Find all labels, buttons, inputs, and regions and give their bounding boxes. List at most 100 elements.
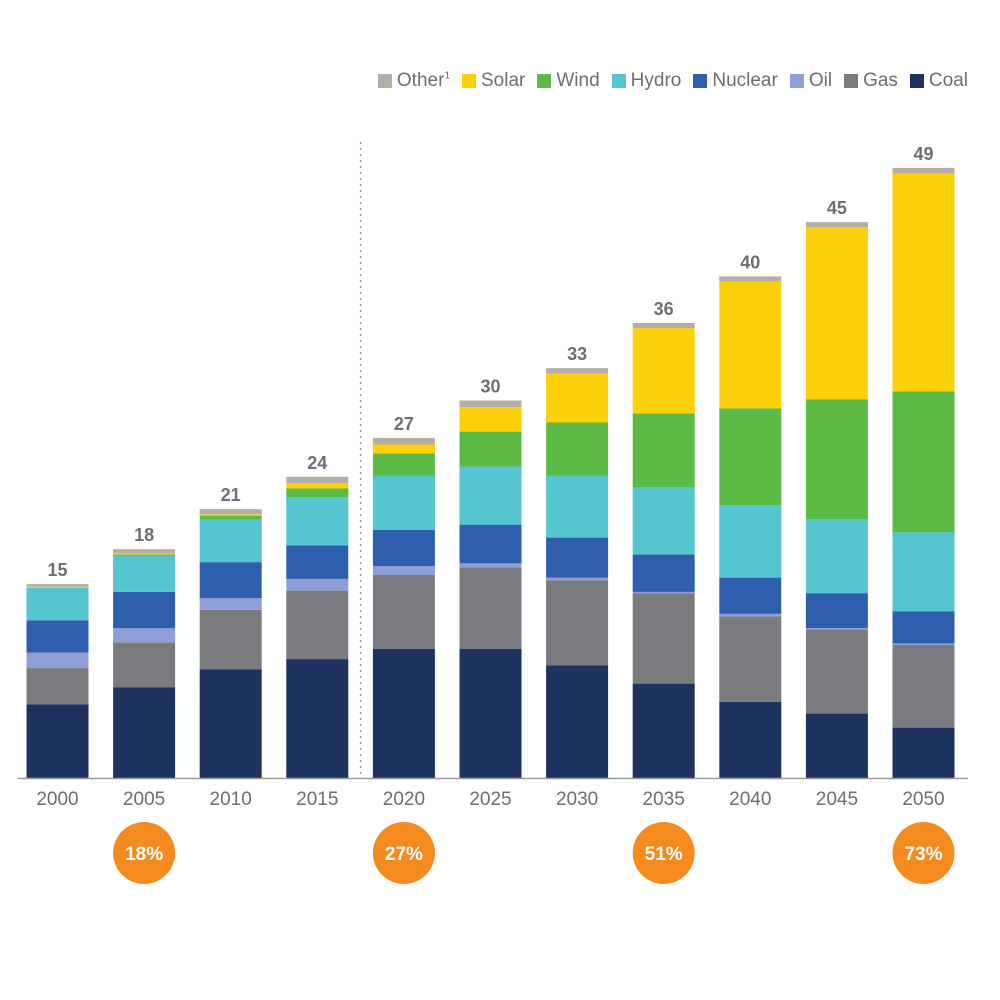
bar-segment-oil-2015 — [286, 578, 349, 591]
bar-segment-solar-2025 — [459, 407, 522, 432]
bar-segment-gas-2040 — [719, 616, 782, 702]
legend-label-text: Oil — [808, 70, 833, 91]
bar-segment-hydro-2050 — [892, 532, 955, 612]
x-tick-label-2045: 2045 — [816, 789, 858, 810]
legend-label: Nuclear — [712, 70, 777, 92]
bar-segment-nuclear-2035 — [632, 554, 695, 592]
legend-item-oil: Oil — [789, 70, 833, 92]
bar-segment-gas-2025 — [459, 567, 522, 649]
x-tick-label-2005: 2005 — [123, 789, 165, 810]
bar-segment-gas-2005 — [113, 642, 176, 688]
total-label-2005: 18 — [134, 525, 154, 545]
bar-segment-oil-2045 — [805, 628, 868, 630]
bar-segment-hydro-2045 — [805, 519, 868, 594]
bar-segment-oil-2010 — [199, 598, 262, 610]
bar-segment-wind-2050 — [892, 391, 955, 533]
share-badge-label-2050: 73% — [904, 844, 942, 865]
legend-swatch — [462, 74, 476, 88]
bar-segment-gas-2015 — [286, 590, 349, 660]
bar-segment-other-2020 — [372, 438, 435, 445]
legend-label-text: Nuclear — [712, 70, 778, 91]
total-label-2030: 33 — [567, 344, 587, 364]
legend-item-wind: Wind — [537, 70, 600, 92]
bar-segment-hydro-2030 — [546, 475, 609, 538]
bar-segment-other-2015 — [286, 476, 349, 484]
total-label-2025: 30 — [480, 377, 500, 397]
bar-segment-nuclear-2010 — [199, 562, 262, 599]
bar-segment-other-2005 — [113, 549, 176, 554]
legend-label: Gas — [863, 70, 898, 92]
bar-segment-wind-2045 — [805, 399, 868, 520]
bar-segment-wind-2015 — [286, 488, 349, 498]
bar-segment-hydro-2010 — [199, 519, 262, 563]
total-label-2035: 36 — [654, 299, 674, 319]
bar-segment-nuclear-2020 — [372, 529, 435, 566]
bar-segment-solar-2020 — [372, 444, 435, 454]
bar-segment-coal-2010 — [199, 669, 262, 778]
x-tick-label-2040: 2040 — [729, 789, 771, 810]
x-tick-label-2025: 2025 — [469, 789, 511, 810]
legend-item-nuclear: Nuclear — [693, 70, 778, 92]
bar-segment-nuclear-2050 — [892, 611, 955, 644]
share-badge-2050 — [892, 822, 955, 884]
bar-segment-gas-2050 — [892, 644, 955, 728]
bar-segment-oil-2040 — [719, 613, 782, 617]
bar-segment-solar-2030 — [546, 373, 609, 423]
legend-label-text: Solar — [481, 70, 526, 91]
share-badge-2035 — [632, 822, 695, 884]
bar-segment-solar-2050 — [892, 173, 955, 392]
bar-segment-gas-2000 — [26, 668, 89, 705]
bar-segment-solar-2015 — [286, 483, 349, 489]
bar-segment-nuclear-2045 — [805, 593, 868, 628]
legend-label: Coal — [929, 70, 968, 92]
bar-segment-nuclear-2040 — [719, 577, 782, 614]
legend-swatch — [611, 74, 626, 88]
bar-segment-other-2045 — [805, 222, 868, 228]
bar-segment-hydro-2005 — [113, 555, 176, 592]
bar-segment-nuclear-2015 — [286, 545, 349, 579]
bar-segment-wind-2005 — [113, 554, 176, 556]
bar-segment-wind-2030 — [546, 422, 609, 476]
bar-segment-nuclear-2025 — [459, 524, 522, 564]
bar-segment-hydro-2035 — [632, 487, 695, 555]
legend-swatch — [693, 74, 708, 88]
bar-segment-nuclear-2000 — [26, 620, 89, 653]
bar-segment-nuclear-2030 — [546, 537, 609, 578]
total-label-2045: 45 — [827, 198, 847, 218]
bar-segment-coal-2050 — [892, 727, 955, 778]
share-badge-2005 — [113, 822, 176, 884]
bar-segment-solar-2005 — [113, 553, 176, 555]
bar-segment-gas-2045 — [805, 629, 868, 714]
bar-segment-coal-2045 — [805, 713, 868, 778]
bar-segment-solar-2035 — [632, 328, 695, 414]
legend-label-text: Wind — [556, 70, 600, 91]
bar-segment-wind-2010 — [199, 515, 262, 520]
legend-label: Hydro — [631, 70, 682, 92]
legend: Other1 Solar Wind Hydro Nuclear Oil Gas Coal — [377, 70, 968, 92]
bar-segment-wind-2040 — [719, 408, 782, 506]
legend-swatch — [844, 74, 859, 88]
bar-segment-other-2035 — [632, 323, 695, 329]
legend-item-coal: Coal — [909, 70, 968, 92]
bar-segment-coal-2040 — [719, 701, 782, 778]
bar-segment-coal-2005 — [113, 687, 176, 778]
total-label-2000: 15 — [47, 560, 67, 580]
bar-segment-hydro-2020 — [372, 475, 435, 530]
bar-segment-wind-2020 — [372, 453, 435, 476]
bar-segment-oil-2020 — [372, 566, 435, 575]
legend-swatch — [537, 74, 552, 88]
legend-footnote-marker: 1 — [444, 70, 450, 82]
legend-label-text: Hydro — [630, 70, 682, 91]
legend-label-text: Coal — [928, 70, 968, 91]
bar-segment-gas-2030 — [546, 580, 609, 666]
bar-segment-oil-2035 — [632, 591, 695, 594]
bar-segment-other-2050 — [892, 167, 955, 174]
bar-segment-coal-2015 — [286, 659, 349, 778]
bar-segment-hydro-2015 — [286, 497, 349, 546]
bar-segment-gas-2020 — [372, 575, 435, 649]
legend-swatch — [377, 74, 392, 88]
bar-segment-coal-2000 — [26, 704, 89, 778]
x-tick-label-2020: 2020 — [383, 789, 425, 810]
